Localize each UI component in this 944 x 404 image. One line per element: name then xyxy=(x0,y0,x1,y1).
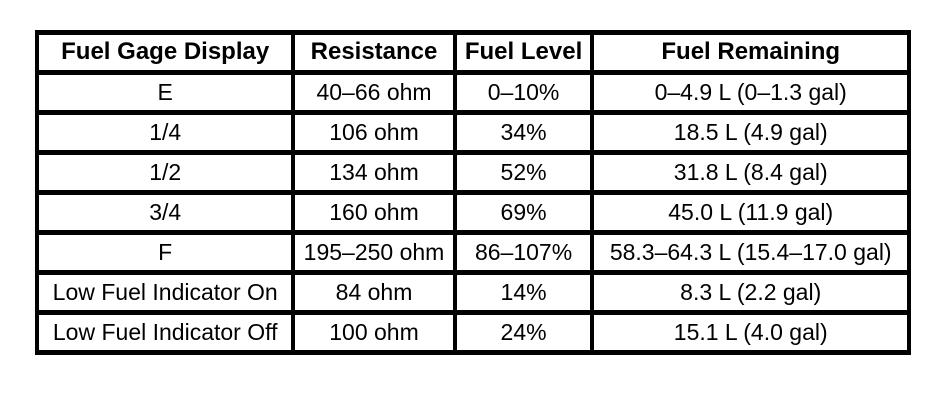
cell-fuel-level: 34% xyxy=(452,110,595,155)
cell-fuel-level: 69% xyxy=(452,190,595,235)
column-header-fuel-gage-display: Fuel Gage Display xyxy=(34,30,296,75)
table-row: 1/2 134 ohm 52% 31.8 L (8.4 gal) xyxy=(34,150,911,195)
cell-fuel-gage-display: Low Fuel Indicator On xyxy=(34,270,296,315)
cell-resistance: 160 ohm xyxy=(291,190,457,235)
cell-fuel-level: 0–10% xyxy=(452,70,595,115)
cell-fuel-gage-display: 3/4 xyxy=(34,190,296,235)
cell-resistance: 84 ohm xyxy=(291,270,457,315)
cell-fuel-remaining: 31.8 L (8.4 gal) xyxy=(590,150,911,195)
cell-resistance: 195–250 ohm xyxy=(291,230,457,275)
table-row: E 40–66 ohm 0–10% 0–4.9 L (0–1.3 gal) xyxy=(34,70,911,115)
cell-fuel-remaining: 45.0 L (11.9 gal) xyxy=(590,190,911,235)
table-row: 3/4 160 ohm 69% 45.0 L (11.9 gal) xyxy=(34,190,911,235)
cell-resistance: 100 ohm xyxy=(291,310,457,355)
table-row: Low Fuel Indicator On 84 ohm 14% 8.3 L (2.2… xyxy=(34,270,911,315)
cell-fuel-remaining: 15.1 L (4.0 gal) xyxy=(590,310,911,355)
cell-fuel-remaining: 8.3 L (2.2 gal) xyxy=(590,270,911,315)
cell-resistance: 106 ohm xyxy=(291,110,457,155)
cell-fuel-level: 86–107% xyxy=(452,230,595,275)
column-header-fuel-level: Fuel Level xyxy=(452,30,595,75)
cell-fuel-level: 14% xyxy=(452,270,595,315)
fuel-gage-table: Fuel Gage Display Resistance Fuel Level Fue… xyxy=(34,30,911,355)
header-row: Fuel Gage Display Resistance Fuel Level Fue… xyxy=(34,30,911,75)
cell-fuel-remaining: 18.5 L (4.9 gal) xyxy=(590,110,911,155)
cell-fuel-gage-display: F xyxy=(34,230,296,275)
cell-fuel-gage-display: Low Fuel Indicator Off xyxy=(34,310,296,355)
table-row: F 195–250 ohm 86–107% 58.3–64.3 L (15.4–17.… xyxy=(34,230,911,275)
cell-resistance: 40–66 ohm xyxy=(291,70,457,115)
cell-fuel-level: 24% xyxy=(452,310,595,355)
cell-fuel-remaining: 0–4.9 L (0–1.3 gal) xyxy=(590,70,911,115)
cell-fuel-gage-display: E xyxy=(34,70,296,115)
column-header-fuel-remaining: Fuel Remaining xyxy=(590,30,911,75)
table-body: E 40–66 ohm 0–10% 0–4.9 L (0–1.3 gal) 1/4 106… xyxy=(34,70,911,355)
table-row: Low Fuel Indicator Off 100 ohm 24% 15.1 L (… xyxy=(34,310,911,355)
cell-fuel-gage-display: 1/2 xyxy=(34,150,296,195)
cell-resistance: 134 ohm xyxy=(291,150,457,195)
column-header-resistance: Resistance xyxy=(291,30,457,75)
cell-fuel-remaining: 58.3–64.3 L (15.4–17.0 gal) xyxy=(590,230,911,275)
cell-fuel-level: 52% xyxy=(452,150,595,195)
table-row: 1/4 106 ohm 34% 18.5 L (4.9 gal) xyxy=(34,110,911,155)
cell-fuel-gage-display: 1/4 xyxy=(34,110,296,155)
